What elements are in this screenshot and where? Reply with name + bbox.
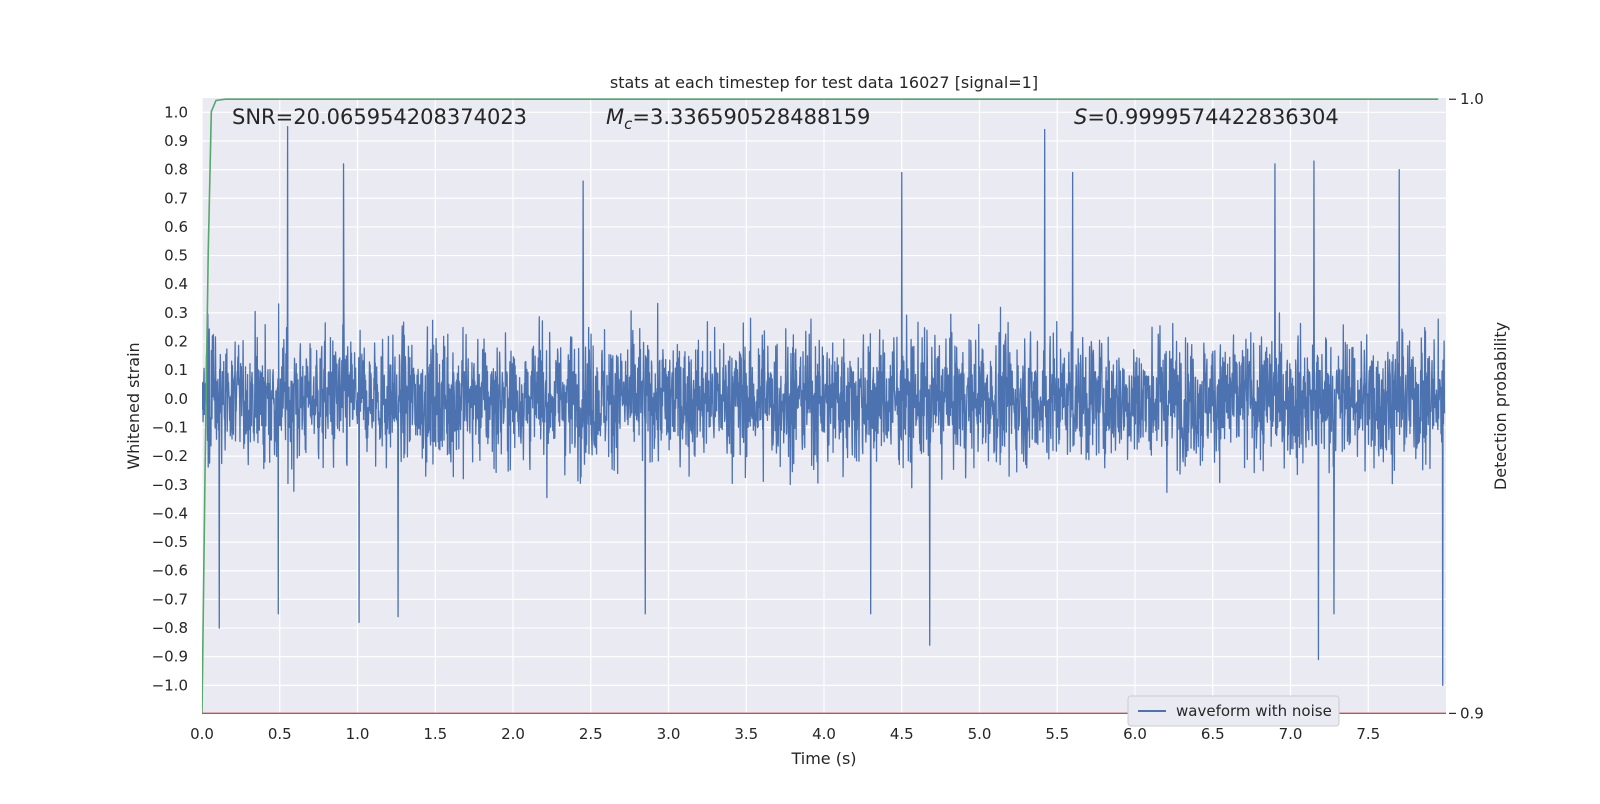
y-tick-labels: 1.0 0.9 0.8 0.7 0.6 0.5 0.4 0.3 0.2 0.1 0.0 −0.1 −0.…: [152, 103, 188, 694]
y-tick-label: −0.7: [152, 590, 188, 608]
x-tick-label: 0.0: [190, 725, 214, 743]
chirp-mass-value: =3.336590528488159: [632, 105, 870, 129]
x-tick-label: 2.5: [579, 725, 603, 743]
legend-box: [1127, 695, 1340, 727]
y-tick-label: −0.1: [152, 418, 188, 436]
legend: waveform with noise: [1127, 695, 1340, 727]
s-value: =0.9999574422836304: [1087, 105, 1338, 129]
y-tick-label: −0.5: [152, 533, 188, 551]
s-annotation: S=0.9999574422836304: [1074, 105, 1339, 129]
y-axis-label: Whitened strain: [124, 342, 143, 469]
x-tick-label: 3.5: [734, 725, 758, 743]
x-tick-label: 1.5: [423, 725, 447, 743]
detection-probability-line: [202, 98, 1439, 714]
x-tick-label: 5.5: [1045, 725, 1069, 743]
x-axis-label: Time (s): [790, 749, 856, 768]
right-axis-label: Detection probability: [1491, 322, 1510, 490]
y-tick-label: 0.8: [164, 161, 188, 179]
y-tick-label: 0.1: [164, 361, 188, 379]
snr-annotation: SNR=20.065954208374023: [232, 105, 527, 129]
y-tick-label: 0.7: [164, 189, 188, 207]
right-axis-ticks: 1.0 0.9: [1449, 90, 1484, 722]
y-tick-label: 0.0: [164, 390, 188, 408]
x-tick-label: 4.0: [812, 725, 836, 743]
y-tick-label: −0.8: [152, 619, 188, 637]
x-tick-label: 5.0: [968, 725, 992, 743]
chirp-mass-annotation: Mc=3.336590528488159: [606, 105, 870, 133]
y-tick-label: 0.9: [164, 132, 188, 150]
y-tick-label: 0.3: [164, 304, 188, 322]
x-tick-label: 3.0: [657, 725, 681, 743]
y-tick-label: −0.3: [152, 476, 188, 494]
y-tick-label: 0.5: [164, 247, 188, 265]
y-tick-label: −1.0: [152, 676, 188, 694]
chart-title: stats at each timestep for test data 160…: [610, 73, 1038, 92]
x-tick-label: 1.0: [346, 725, 370, 743]
waveform-series-line: [202, 126, 1446, 686]
s-symbol: S: [1074, 105, 1087, 129]
x-tick-label: 7.0: [1279, 725, 1303, 743]
x-tick-label: 6.0: [1123, 725, 1147, 743]
chirp-mass-symbol: M: [606, 105, 624, 129]
y-tick-label: 0.2: [164, 333, 188, 351]
y-tick-label: −0.4: [152, 504, 188, 522]
y-tick-label: −0.9: [152, 648, 188, 666]
x-tick-label: 6.5: [1201, 725, 1225, 743]
y-tick-label: 0.6: [164, 218, 188, 236]
y-tick-label: 0.4: [164, 275, 188, 293]
x-tick-label: 4.5: [890, 725, 914, 743]
y-tick-label: −0.2: [152, 447, 188, 465]
legend-label-waveform: waveform with noise: [1176, 702, 1332, 720]
x-tick-label: 0.5: [268, 725, 292, 743]
right-tick-label: 0.9: [1460, 704, 1484, 722]
x-tick-labels: 0.0 0.5 1.0 1.5 2.0 2.5 3.0 3.5 4.0 4.5 5.0 5.5 6.0 6…: [190, 725, 1380, 743]
right-tick-label: 1.0: [1460, 90, 1484, 108]
chirp-mass-subscript: c: [624, 115, 633, 133]
y-tick-label: −0.6: [152, 562, 188, 580]
x-tick-label: 2.0: [501, 725, 525, 743]
x-tick-label: 7.5: [1356, 725, 1380, 743]
y-tick-label: 1.0: [164, 103, 188, 121]
